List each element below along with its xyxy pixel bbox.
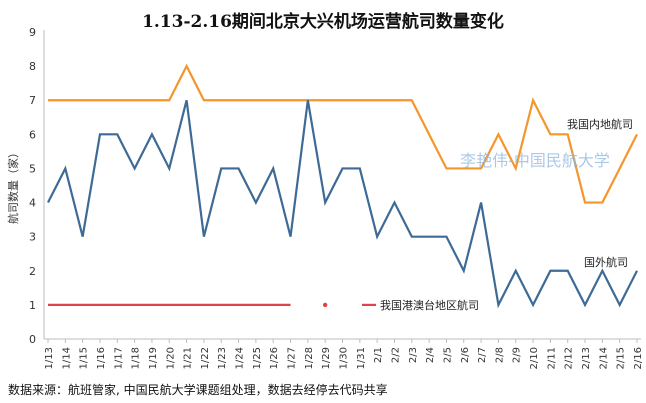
series-label-foreign: 国外航司 <box>584 255 628 269</box>
x-tick-label: 2/11 <box>546 347 557 369</box>
x-tick-label: 1/27 <box>287 347 298 369</box>
x-tick-label: 1/15 <box>79 347 90 369</box>
series-1 <box>48 63 638 204</box>
y-tick-label: 0 <box>29 333 36 346</box>
x-tick-label: 1/28 <box>304 347 315 369</box>
y-tick-label: 1 <box>29 299 36 312</box>
x-tick-label: 1/31 <box>356 347 367 369</box>
series-label-hkmotw: 我国港澳台地区航司 <box>380 298 479 312</box>
x-tick-label: 1/23 <box>217 347 228 369</box>
x-tick-label: 2/16 <box>633 347 644 369</box>
y-tick-label: 2 <box>29 265 36 278</box>
x-tick-label: 1/30 <box>339 347 350 369</box>
x-tick-label: 1/17 <box>113 347 124 369</box>
x-tick-label: 2/15 <box>616 347 627 369</box>
y-tick-label: 8 <box>29 60 36 73</box>
x-tick-label: 2/14 <box>598 347 609 369</box>
x-tick-label: 2/6 <box>460 347 471 363</box>
x-tick-label: 2/9 <box>512 347 523 363</box>
x-tick-label: 2/8 <box>494 347 505 363</box>
x-tick-label: 1/14 <box>61 347 72 369</box>
y-tick-label: 4 <box>29 197 36 210</box>
x-tick-label: 2/7 <box>477 347 488 363</box>
y-tick-label: 6 <box>29 128 36 141</box>
chart-title: 1.13-2.16期间北京大兴机场运营航司数量变化 <box>142 11 504 32</box>
series-line <box>48 63 638 204</box>
x-tick-label: 2/4 <box>425 347 436 363</box>
x-tick-label: 1/29 <box>321 347 332 369</box>
x-tick-label: 2/1 <box>373 347 384 363</box>
x-tick-label: 1/20 <box>165 347 176 369</box>
x-tick-label: 1/13 <box>44 347 55 369</box>
x-tick-label: 1/25 <box>252 347 263 369</box>
series-point <box>322 302 328 308</box>
x-tick-label: 1/19 <box>148 347 159 369</box>
x-tick-label: 1/21 <box>183 347 194 369</box>
series-line <box>47 99 638 309</box>
x-tick-label: 1/16 <box>96 347 107 369</box>
y-axis-title: 航司数量（家） <box>6 147 20 224</box>
data-source-note: 数据来源：航班管家, 中国民航大学课题组处理，数据去经停去代码共享 <box>8 382 388 397</box>
x-tick-label: 2/3 <box>408 347 419 363</box>
axes: 0 1 2 3 4 5 6 7 8 9 航司数量（家） 1/13 1/14 1/15 1/16 1/17 1/1… <box>6 26 644 369</box>
x-tick-label: 2/10 <box>529 347 540 369</box>
x-tick-label: 1/18 <box>131 347 142 369</box>
series-label-domestic: 我国内地航司 <box>567 117 633 131</box>
series-3 <box>48 302 328 308</box>
y-tick-label: 5 <box>29 162 36 175</box>
y-tick-label: 9 <box>29 26 36 39</box>
x-tick-label: 2/12 <box>564 347 575 369</box>
y-tick-label: 3 <box>29 231 36 244</box>
x-tick-label: 1/22 <box>200 347 211 369</box>
series-2 <box>47 99 638 309</box>
x-tick-label: 1/26 <box>269 347 280 369</box>
x-tick-label: 2/13 <box>581 347 592 369</box>
y-tick-label: 7 <box>29 94 36 107</box>
x-tick-label: 2/2 <box>390 347 401 363</box>
watermark: 李艳伟-中国民航大学 <box>460 151 610 170</box>
x-tick-label: 2/5 <box>442 347 453 363</box>
x-tick-label: 1/24 <box>235 347 246 369</box>
